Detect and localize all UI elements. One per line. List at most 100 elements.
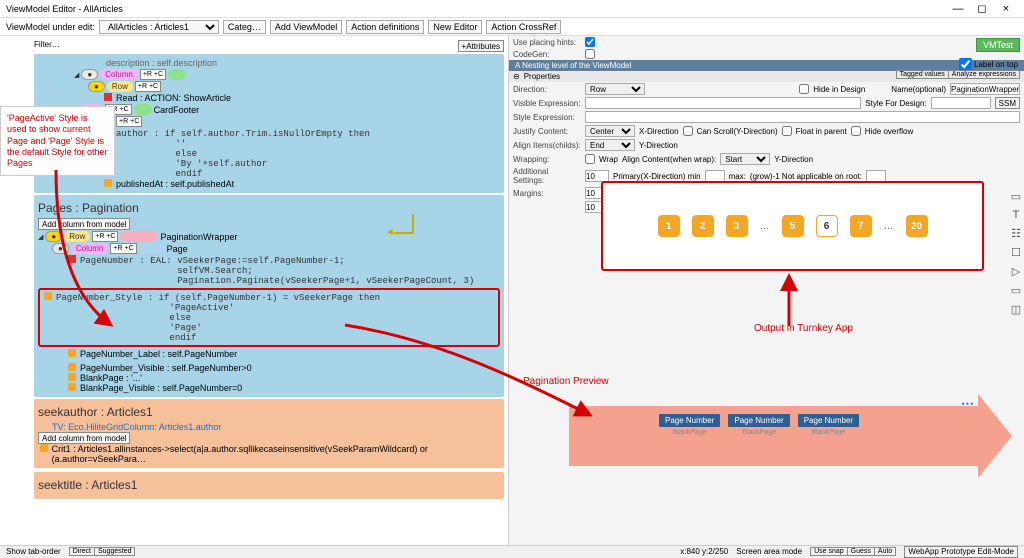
column-pill[interactable]: Column <box>100 69 138 80</box>
rc-badge[interactable]: +R +C <box>135 81 161 92</box>
left-pane: Filter… +Attributes description : self.d… <box>0 36 508 545</box>
vmtest-button[interactable]: VMTest <box>976 38 1020 52</box>
tool-icon[interactable]: ▭ <box>1011 284 1021 297</box>
justify-label: Justify Content: <box>513 127 581 136</box>
new-editor-button[interactable]: New Editor <box>428 20 482 34</box>
name-opt-label: Name(optional) <box>891 85 946 94</box>
more-icon[interactable]: ⋯ <box>961 396 974 412</box>
pages-header: Pages : Pagination <box>38 201 500 215</box>
ssm-button[interactable]: SSM <box>995 97 1020 109</box>
suggested-button[interactable]: Suggested <box>95 548 134 555</box>
tool-icon[interactable]: ▷ <box>1012 265 1020 278</box>
add-viewmodel-button[interactable]: Add ViewModel <box>270 20 342 34</box>
close-button[interactable]: × <box>994 3 1018 15</box>
auto-button[interactable]: Auto <box>875 548 895 555</box>
action-crossref-button[interactable]: Action CrossRef <box>486 20 561 34</box>
author-node[interactable]: author : if self.author.Trim.isNullOrEmp… <box>116 129 370 179</box>
output-label: Output in Turnkey App <box>754 323 853 334</box>
description-node[interactable]: description : self.description <box>104 58 500 68</box>
hide-in-design-checkbox[interactable] <box>799 84 809 94</box>
pagenumber-label-node[interactable]: PageNumber_Label : self.PageNumber <box>80 349 237 359</box>
direct-button[interactable]: Direct <box>70 548 95 555</box>
maximize-button[interactable]: ◻ <box>970 2 994 15</box>
cardfooter-node[interactable]: CardFooter <box>154 105 200 115</box>
rc-badge[interactable]: +R +C <box>92 231 118 242</box>
page-button[interactable]: 2 <box>692 215 714 237</box>
rc-badge[interactable]: +R +C <box>110 243 136 254</box>
delete-icon[interactable] <box>68 255 76 263</box>
page-button-active[interactable]: 6 <box>816 215 838 237</box>
right-pane: VMTest Use placing hints: CodeGen: Label… <box>508 36 1024 545</box>
canscroll-checkbox[interactable] <box>683 126 693 136</box>
guess-button[interactable]: Guess <box>848 548 875 555</box>
expand-icon[interactable]: ◢ <box>38 233 43 241</box>
categ-button[interactable]: Categ… <box>223 20 266 34</box>
pagenumber-node[interactable]: PageNumber : EAL: vSeekerPage:=self.Page… <box>80 256 474 286</box>
floatparent-checkbox[interactable] <box>782 126 792 136</box>
styleexpr-input[interactable] <box>585 111 1020 123</box>
pagination-wrapper-node[interactable]: PaginationWrapper <box>160 232 237 242</box>
tool-icon[interactable]: ◫ <box>1011 303 1021 316</box>
pagenumber-visible-node[interactable]: PageNumber_Visible : self.PageNumber>0 <box>80 363 252 373</box>
direction-select[interactable]: Row <box>585 83 645 95</box>
page-button[interactable]: 5 <box>782 215 804 237</box>
aligncontent-select[interactable]: Start <box>720 153 770 165</box>
snap-button[interactable]: Use snap <box>811 548 848 555</box>
mini-node[interactable]: Page Number <box>728 414 789 427</box>
blankpage-node[interactable]: BlankPage : '...' <box>80 373 142 383</box>
useplacing-checkbox[interactable] <box>585 37 595 47</box>
style-design-input[interactable] <box>931 97 991 109</box>
crit-node[interactable]: Crit1 : Articles1.allinstances->select(a… <box>52 444 500 464</box>
tool-icon[interactable]: ☷ <box>1011 227 1021 240</box>
alignitems-select[interactable]: End <box>585 139 635 151</box>
row-pill[interactable]: Row <box>107 81 133 92</box>
tool-icon[interactable]: T <box>1013 209 1020 221</box>
row-pill[interactable]: Row <box>64 231 90 242</box>
rc-badge[interactable]: +R +C <box>140 69 166 80</box>
justify-select[interactable]: Center <box>585 125 635 137</box>
minimize-button[interactable]: — <box>946 3 970 15</box>
mini-node[interactable]: Page Number <box>798 414 859 427</box>
page-button[interactable]: 3 <box>726 215 748 237</box>
page-button[interactable]: 7 <box>850 215 872 237</box>
wrap-checkbox[interactable] <box>585 154 595 164</box>
page-button[interactable]: 20 <box>906 215 928 237</box>
delete-icon[interactable] <box>104 93 112 101</box>
tool-icon[interactable]: ☐ <box>1011 246 1021 259</box>
arrow-icon <box>749 271 829 331</box>
bullet-icon: ● <box>45 231 62 242</box>
mini-sub: BlankPage <box>798 429 859 436</box>
read-action-node[interactable]: Read : ACTION: ShowArticle <box>116 93 231 103</box>
hideoverflow-label: Hide overflow <box>865 127 913 136</box>
add-column-button[interactable]: Add column from model <box>38 218 130 230</box>
codegen-checkbox[interactable] <box>585 49 595 59</box>
tagged-values-button[interactable]: Tagged values <box>897 71 949 78</box>
floatparent-label: Float in parent <box>796 127 847 136</box>
mini-node[interactable]: Page Number <box>659 414 720 427</box>
tool-icon[interactable]: ▭ <box>1011 190 1021 203</box>
tv-link[interactable]: TV: Eco.HiliteGridColumn: Articles1.auth… <box>52 422 500 432</box>
viewmodel-select[interactable]: AllArticles : Articles1 <box>99 20 219 34</box>
add-column-button[interactable]: Add column from model <box>38 432 130 444</box>
screenmode-label: Screen area mode <box>736 547 802 556</box>
visexpr-input[interactable] <box>585 97 861 109</box>
column-pill[interactable]: Column <box>71 243 109 254</box>
publishedat-node[interactable]: publishedAt : self.publishedAt <box>116 179 234 189</box>
page-node[interactable]: Page <box>167 244 188 254</box>
rc-badge[interactable]: +R +C <box>116 116 142 127</box>
name-input[interactable] <box>950 83 1020 95</box>
expand-icon[interactable]: ◢ <box>74 71 79 79</box>
statusbar: Show tab-order DirectSuggested x:840 y:2… <box>0 545 1024 557</box>
attributes-button[interactable]: +Attributes <box>458 40 504 52</box>
action-definitions-button[interactable]: Action definitions <box>346 20 424 34</box>
page-button[interactable]: 1 <box>658 215 680 237</box>
hideoverflow-checkbox[interactable] <box>851 126 861 136</box>
attr-icon <box>44 292 52 300</box>
analyze-button[interactable]: Analyze expressions <box>949 71 1019 78</box>
properties-label[interactable]: Properties <box>524 72 560 81</box>
pink-pill-icon <box>120 231 158 242</box>
blankpage-visible-node[interactable]: BlankPage_Visible : self.PageNumber=0 <box>80 383 242 393</box>
webapp-mode-button[interactable]: WebApp Prototype Edit-Mode <box>904 546 1018 558</box>
pagenumber-style-node[interactable]: PageNumber_Style : if (self.PageNumber-1… <box>56 293 380 343</box>
ydir-label: Y-Direction <box>639 141 678 150</box>
